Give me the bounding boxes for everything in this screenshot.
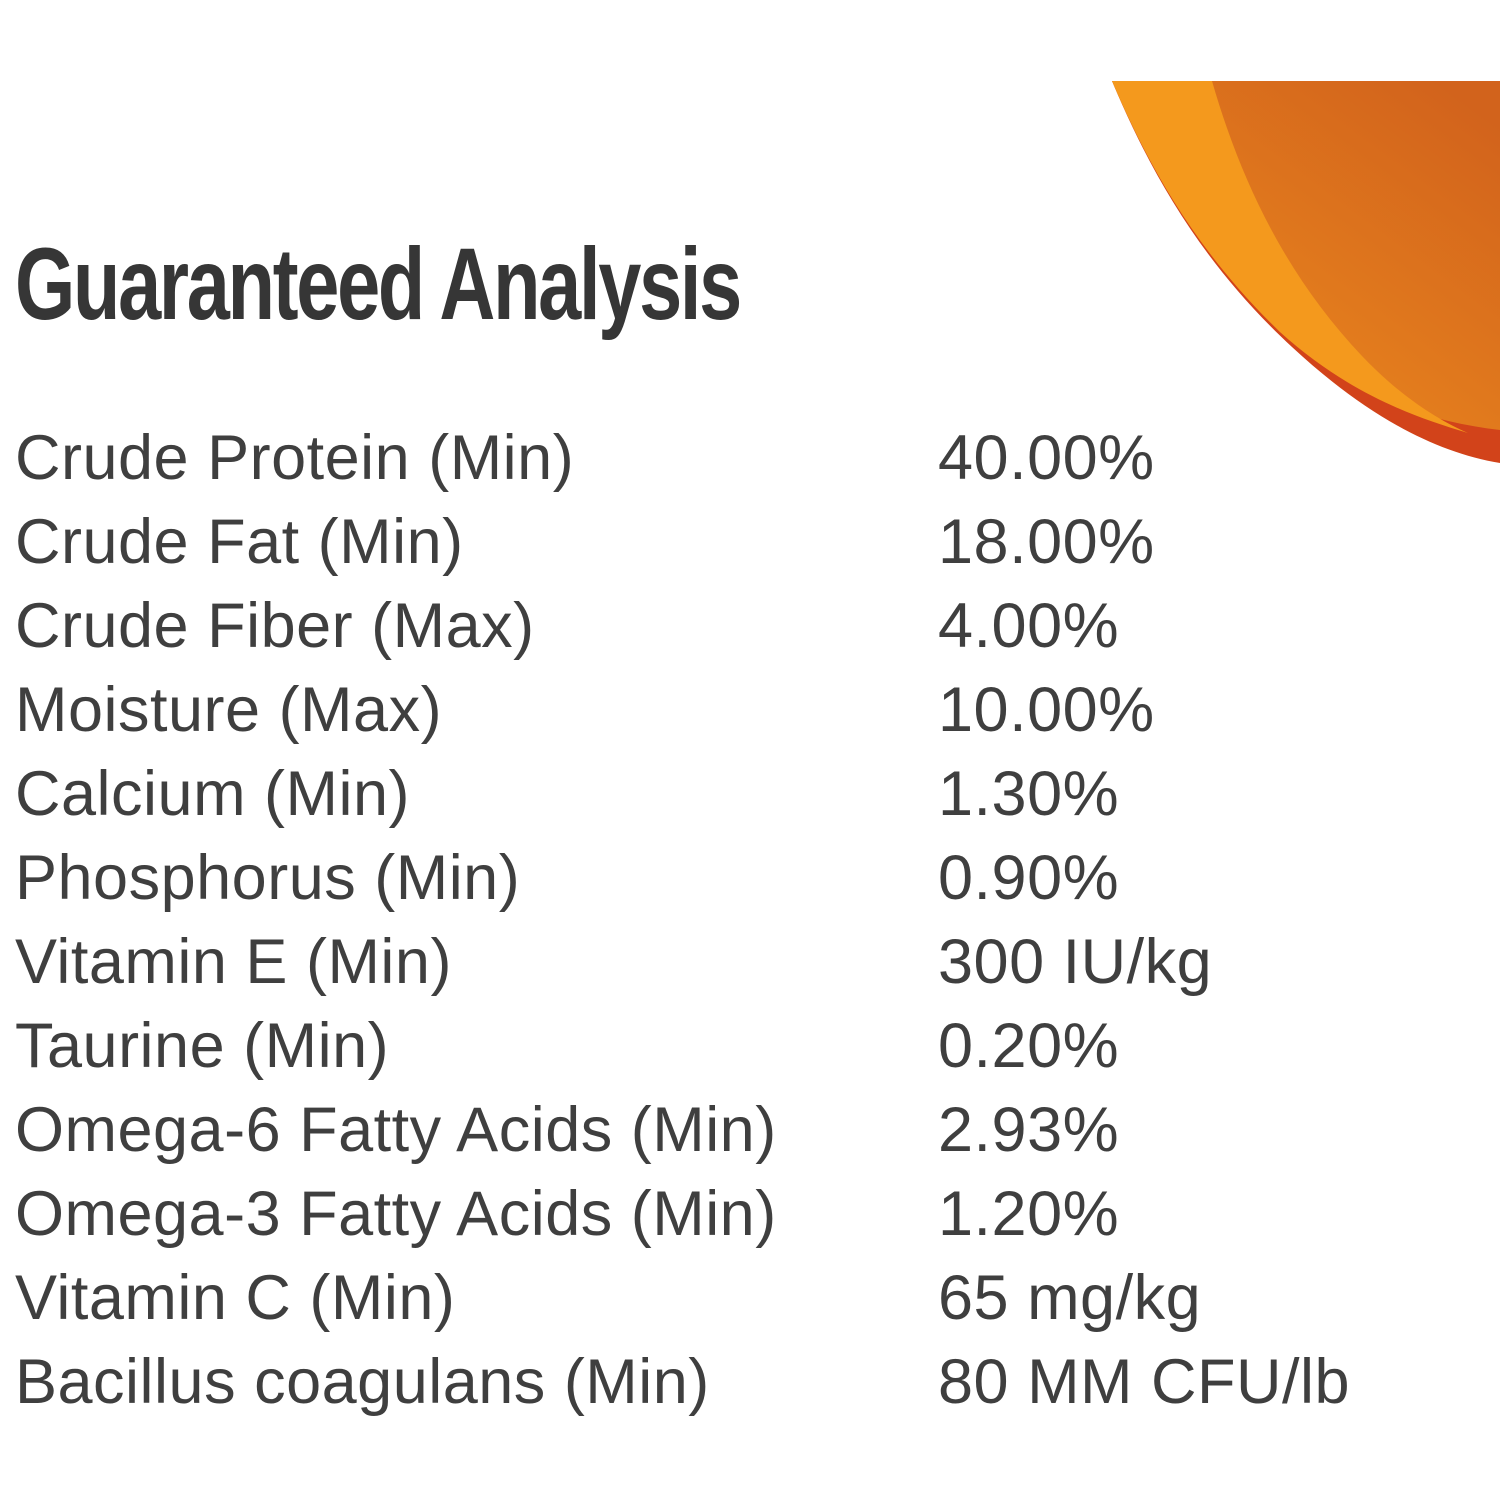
analysis-row: Calcium (Min) 1.30% xyxy=(15,752,1475,836)
page-title: Guaranteed Analysis xyxy=(15,227,742,341)
analysis-row: Phosphorus (Min) 0.90% xyxy=(15,836,1475,920)
analysis-row: Omega-6 Fatty Acids (Min) 2.93% xyxy=(15,1088,1475,1172)
swoosh-main-body xyxy=(1112,81,1500,430)
nutrient-value: 65 mg/kg xyxy=(938,1262,1202,1333)
nutrient-label: Calcium (Min) xyxy=(15,758,411,829)
analysis-row: Crude Fiber (Max) 4.00% xyxy=(15,584,1475,668)
nutrient-label: Crude Fat (Min) xyxy=(15,506,464,577)
nutrient-label: Taurine (Min) xyxy=(15,1010,390,1081)
nutrient-value: 40.00% xyxy=(938,422,1155,493)
nutrient-label: Moisture (Max) xyxy=(15,674,443,745)
analysis-row: Taurine (Min) 0.20% xyxy=(15,1004,1475,1088)
analysis-row: Crude Fat (Min) 18.00% xyxy=(15,500,1475,584)
nutrient-label: Omega-3 Fatty Acids (Min) xyxy=(15,1178,777,1249)
nutrient-label: Bacillus coagulans (Min) xyxy=(15,1346,710,1417)
analysis-row: Omega-3 Fatty Acids (Min) 1.20% xyxy=(15,1172,1475,1256)
nutrient-value: 80 MM CFU/lb xyxy=(938,1346,1351,1417)
nutrient-label: Crude Fiber (Max) xyxy=(15,590,535,661)
analysis-row: Vitamin C (Min) 65 mg/kg xyxy=(15,1256,1475,1340)
analysis-row: Vitamin E (Min) 300 IU/kg xyxy=(15,920,1475,1004)
nutrient-label: Crude Protein (Min) xyxy=(15,422,575,493)
nutrient-value: 300 IU/kg xyxy=(938,926,1213,997)
swoosh-light-crescent xyxy=(1112,81,1468,433)
nutrient-value: 4.00% xyxy=(938,590,1120,661)
nutrient-value: 10.00% xyxy=(938,674,1155,745)
analysis-row: Moisture (Max) 10.00% xyxy=(15,668,1475,752)
nutrient-value: 0.20% xyxy=(938,1010,1120,1081)
nutrient-value: 1.30% xyxy=(938,758,1120,829)
analysis-row: Crude Protein (Min) 40.00% xyxy=(15,416,1475,500)
guaranteed-analysis-table: Crude Protein (Min) 40.00% Crude Fat (Mi… xyxy=(15,416,1475,1424)
nutrient-value: 0.90% xyxy=(938,842,1120,913)
nutrient-value: 18.00% xyxy=(938,506,1155,577)
nutrient-value: 2.93% xyxy=(938,1094,1120,1165)
nutrient-label: Vitamin C (Min) xyxy=(15,1262,456,1333)
nutrient-label: Vitamin E (Min) xyxy=(15,926,452,997)
nutrient-value: 1.20% xyxy=(938,1178,1120,1249)
nutrient-label: Phosphorus (Min) xyxy=(15,842,521,913)
nutrient-label: Omega-6 Fatty Acids (Min) xyxy=(15,1094,777,1165)
swoosh-red-edge xyxy=(1112,81,1500,463)
analysis-row: Bacillus coagulans (Min) 80 MM CFU/lb xyxy=(15,1340,1475,1424)
